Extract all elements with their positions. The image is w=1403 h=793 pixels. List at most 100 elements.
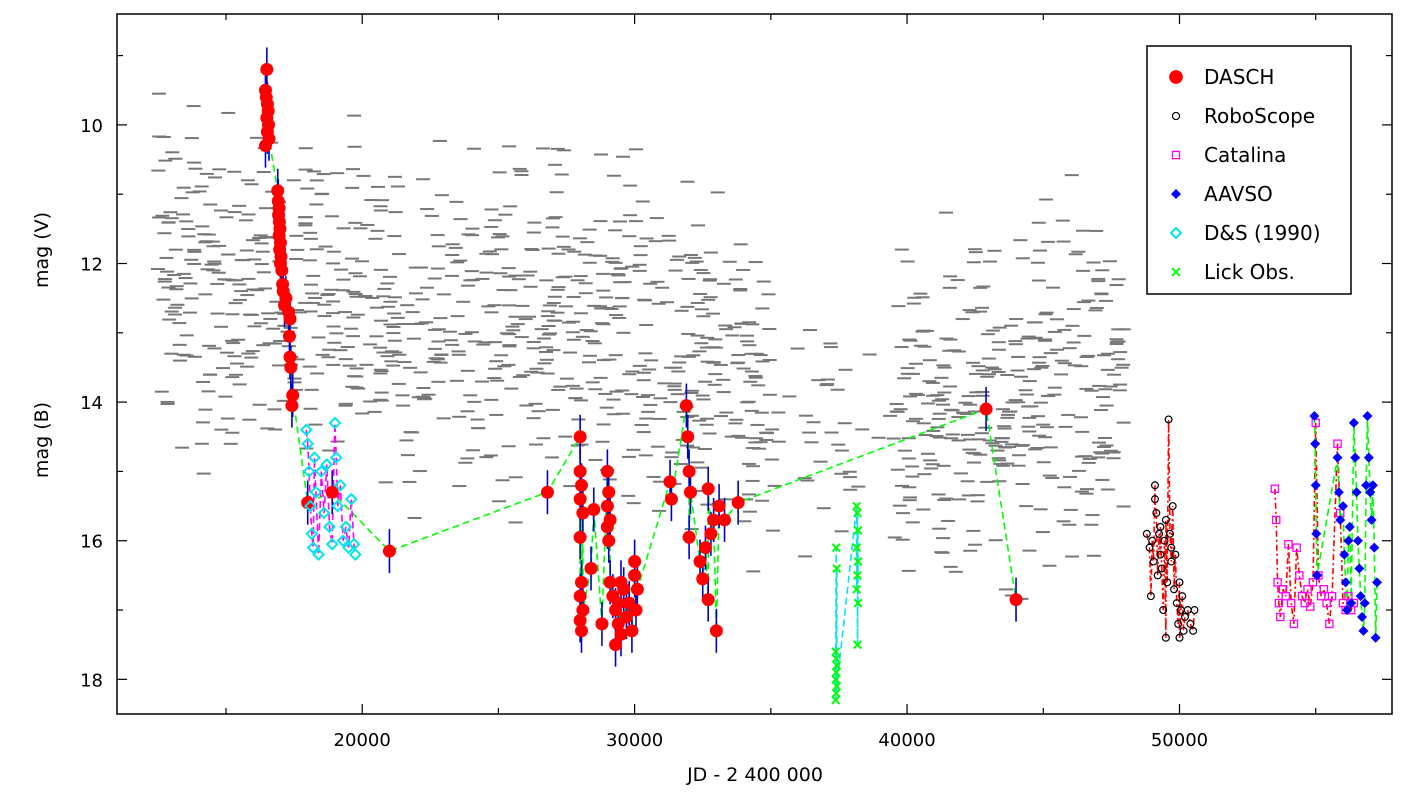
data-point-dasch bbox=[573, 530, 587, 544]
data-point-dasch bbox=[573, 589, 587, 603]
data-point-catalina bbox=[1308, 578, 1318, 587]
data-point-catalina bbox=[1327, 591, 1337, 601]
data-point-dasch bbox=[628, 555, 642, 569]
data-point-aavso bbox=[1358, 625, 1369, 636]
data-point-dasch bbox=[576, 506, 590, 520]
data-point-dasch bbox=[275, 263, 289, 277]
data-point-d-s-1990 bbox=[329, 451, 343, 464]
legend-label-dasch: DASCH bbox=[1204, 65, 1274, 89]
data-point-aavso bbox=[1346, 598, 1357, 609]
data-point-catalina bbox=[1286, 598, 1296, 608]
data-point-dasch bbox=[681, 430, 695, 444]
data-point-lick-obs bbox=[853, 525, 863, 535]
data-point-dasch bbox=[283, 312, 297, 326]
data-point-dasch bbox=[682, 530, 696, 544]
data-point-d-s-1990 bbox=[317, 506, 331, 520]
data-point-lick-obs bbox=[852, 508, 862, 518]
legend: DASCH RoboScope Catalina AAVSO D&S (1990… bbox=[1146, 45, 1352, 295]
data-point-aavso bbox=[1335, 514, 1346, 525]
legend-marker-dasch bbox=[1169, 70, 1183, 84]
data-point-catalina bbox=[1289, 619, 1299, 629]
data-point-dasch bbox=[258, 139, 272, 153]
data-point-dasch bbox=[573, 464, 587, 478]
data-point-dasch bbox=[602, 485, 616, 499]
data-point-d-s-1990 bbox=[333, 478, 347, 492]
data-point-dasch bbox=[731, 496, 745, 510]
data-point-aavso bbox=[1350, 452, 1361, 463]
data-point-dasch bbox=[260, 62, 274, 76]
data-point-catalina bbox=[1274, 598, 1284, 608]
data-point-dasch bbox=[603, 575, 617, 589]
x-tick-label: 50000 bbox=[1151, 730, 1208, 751]
legend-label-catalina: Catalina bbox=[1204, 143, 1286, 167]
data-point-lick-obs bbox=[831, 695, 841, 705]
data-point-dasch bbox=[712, 499, 726, 513]
data-point-lick-obs bbox=[853, 598, 863, 608]
data-point-aavso bbox=[1343, 535, 1354, 546]
data-point-aavso bbox=[1370, 632, 1381, 643]
data-point-catalina bbox=[1325, 619, 1334, 629]
data-point-aavso bbox=[1310, 480, 1321, 491]
data-point-dasch bbox=[625, 624, 639, 638]
data-point-aavso bbox=[1351, 487, 1362, 498]
data-point-aavso bbox=[1369, 542, 1380, 553]
data-point-roboscope bbox=[1163, 578, 1172, 587]
data-point-d-s-1990 bbox=[302, 465, 316, 478]
data-point-d-s-1990 bbox=[347, 537, 361, 551]
data-point-d-s-1990 bbox=[301, 437, 315, 451]
data-point-lick-obs bbox=[831, 674, 841, 684]
data-point-dasch bbox=[587, 503, 601, 517]
data-point-dasch bbox=[595, 617, 609, 631]
data-point-catalina bbox=[1273, 578, 1282, 587]
y-tick-label: 12 bbox=[80, 255, 103, 276]
data-point-dasch bbox=[1009, 593, 1023, 607]
data-point-dasch bbox=[540, 485, 554, 499]
data-point-dasch bbox=[614, 627, 628, 641]
data-point-dasch bbox=[575, 624, 589, 638]
data-point-aavso bbox=[1311, 528, 1322, 539]
data-point-lick-obs bbox=[852, 543, 862, 553]
data-point-d-s-1990 bbox=[312, 548, 326, 562]
x-tick-label: 40000 bbox=[878, 730, 935, 751]
y-axis-title-lower: mag (B) bbox=[31, 402, 53, 478]
data-point-dasch bbox=[698, 541, 712, 555]
data-point-catalina bbox=[1271, 515, 1281, 525]
data-point-dasch bbox=[600, 499, 614, 513]
data-point-roboscope bbox=[1153, 571, 1162, 580]
data-point-catalina bbox=[1303, 584, 1312, 594]
y-tick-label: 18 bbox=[80, 670, 103, 691]
data-point-roboscope bbox=[1149, 557, 1158, 566]
data-point-aavso bbox=[1355, 591, 1366, 602]
data-point-d-s-1990 bbox=[309, 485, 323, 499]
data-point-roboscope bbox=[1152, 509, 1161, 518]
data-point-roboscope bbox=[1156, 550, 1165, 559]
data-point-d-s-1990 bbox=[306, 541, 320, 555]
data-point-dasch bbox=[704, 527, 718, 541]
data-point-d-s-1990 bbox=[348, 548, 362, 562]
data-point-dasch bbox=[611, 596, 625, 610]
data-point-roboscope bbox=[1190, 606, 1199, 615]
data-point-lick-obs bbox=[832, 563, 842, 573]
data-point-dasch bbox=[682, 464, 696, 478]
data-point-dasch bbox=[718, 513, 732, 527]
data-point-catalina bbox=[1281, 591, 1291, 601]
data-point-dasch bbox=[663, 475, 677, 489]
data-point-d-s-1990 bbox=[336, 534, 350, 548]
data-point-roboscope bbox=[1142, 529, 1151, 538]
data-point-dasch bbox=[701, 482, 715, 496]
data-point-catalina bbox=[1344, 591, 1353, 601]
data-point-dasch bbox=[693, 555, 707, 569]
data-point-dasch bbox=[614, 575, 628, 589]
data-point-roboscope bbox=[1174, 619, 1183, 628]
data-point-roboscope bbox=[1175, 578, 1184, 587]
data-point-catalina bbox=[1306, 602, 1315, 611]
data-point-aavso bbox=[1354, 563, 1365, 574]
data-point-dasch bbox=[600, 520, 614, 534]
data-point-roboscope bbox=[1156, 522, 1165, 531]
data-point-lick-obs bbox=[852, 501, 862, 511]
data-point-roboscope bbox=[1157, 564, 1166, 573]
data-point-dasch bbox=[284, 360, 298, 374]
data-point-dasch bbox=[271, 184, 285, 198]
data-point-d-s-1990 bbox=[325, 537, 339, 551]
